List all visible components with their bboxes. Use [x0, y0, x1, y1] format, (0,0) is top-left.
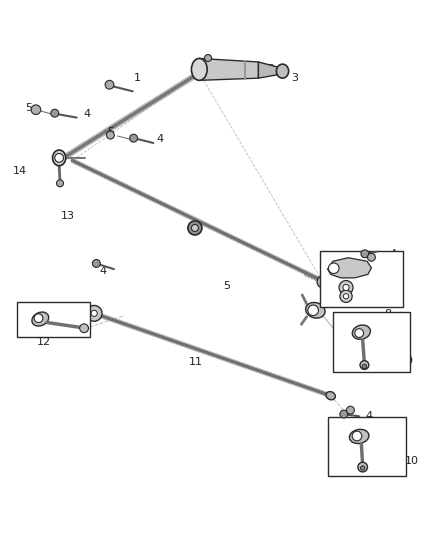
Text: 4: 4 [83, 109, 90, 119]
Text: 8: 8 [385, 309, 392, 319]
Circle shape [352, 431, 362, 441]
Circle shape [360, 361, 369, 369]
Bar [320, 251, 403, 307]
Ellipse shape [326, 392, 336, 400]
Text: 14: 14 [13, 166, 27, 176]
Text: 12: 12 [37, 337, 51, 347]
Circle shape [355, 329, 364, 337]
Circle shape [191, 224, 198, 231]
Circle shape [328, 263, 339, 273]
Circle shape [57, 180, 64, 187]
Ellipse shape [352, 325, 371, 340]
Bar [17, 302, 90, 336]
Ellipse shape [53, 150, 66, 166]
Circle shape [34, 314, 43, 322]
Circle shape [91, 310, 97, 317]
Circle shape [92, 260, 100, 268]
Text: 10: 10 [405, 456, 419, 466]
Text: 4: 4 [157, 134, 164, 144]
Circle shape [346, 406, 354, 414]
Circle shape [340, 290, 352, 302]
Text: 13: 13 [61, 211, 75, 221]
Circle shape [55, 154, 64, 162]
Ellipse shape [350, 430, 369, 443]
Circle shape [86, 305, 102, 321]
Polygon shape [199, 59, 258, 80]
Circle shape [188, 221, 202, 235]
Circle shape [367, 253, 375, 261]
Text: 5: 5 [368, 420, 375, 430]
Text: 6: 6 [392, 266, 399, 277]
Bar [333, 312, 410, 373]
Text: 9: 9 [405, 356, 412, 366]
Circle shape [51, 109, 59, 117]
Circle shape [343, 285, 349, 290]
Ellipse shape [32, 312, 49, 326]
Circle shape [358, 462, 367, 472]
Text: 4: 4 [366, 411, 373, 421]
Polygon shape [328, 258, 371, 278]
Text: 11: 11 [188, 357, 202, 367]
Circle shape [362, 364, 367, 368]
Text: 1: 1 [134, 73, 141, 83]
Circle shape [360, 466, 365, 470]
Circle shape [80, 324, 88, 333]
Circle shape [31, 105, 41, 115]
Circle shape [340, 410, 348, 418]
Text: 4: 4 [100, 266, 107, 276]
Circle shape [361, 250, 369, 258]
Text: 5: 5 [107, 127, 114, 136]
Ellipse shape [276, 64, 289, 78]
Circle shape [317, 276, 329, 288]
Text: 5: 5 [223, 281, 230, 291]
Circle shape [343, 294, 349, 299]
Circle shape [106, 131, 114, 139]
Polygon shape [258, 62, 278, 78]
Circle shape [339, 280, 353, 295]
Text: 2: 2 [267, 63, 274, 74]
Ellipse shape [306, 302, 325, 318]
Text: 4: 4 [390, 249, 397, 259]
Text: 3: 3 [291, 73, 298, 83]
Bar [328, 417, 406, 476]
Circle shape [308, 305, 318, 316]
Circle shape [130, 134, 138, 142]
Circle shape [105, 80, 114, 89]
Text: 5: 5 [392, 258, 399, 268]
Text: 7: 7 [392, 276, 399, 286]
Circle shape [205, 54, 212, 61]
Text: 5: 5 [25, 103, 32, 113]
Ellipse shape [191, 59, 207, 80]
